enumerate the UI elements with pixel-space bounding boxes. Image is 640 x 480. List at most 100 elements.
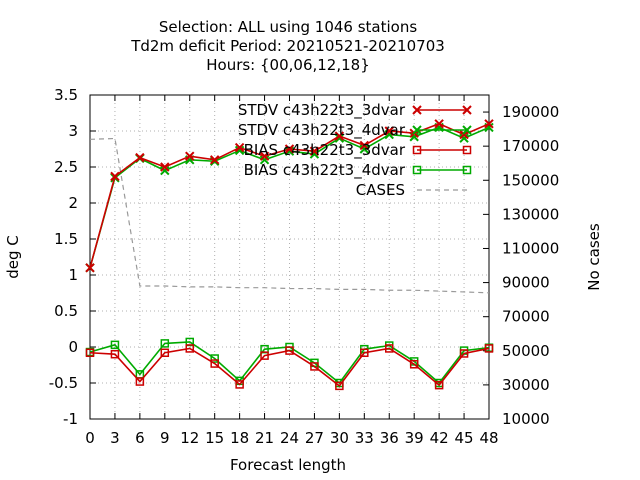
data-point-2 [434,380,444,390]
data-point-2 [285,346,294,355]
data-point-2 [459,349,469,358]
data-point-2 [484,344,494,353]
data-point-0 [384,126,394,136]
x-tick-label: 3 [110,429,120,447]
data-point-1 [334,133,345,143]
data-point-2 [210,359,219,368]
y2-tick-label: 150000 [502,171,559,189]
data-point-0 [85,263,95,273]
x-tick-label: 36 [380,429,399,447]
x-tick-label: 30 [330,429,349,447]
legend-label-1: STDV c43h22t3_4dvar [238,121,406,140]
chart-title-line-2: Td2m deficit Period: 20210521-20210703 [130,37,445,55]
x-tick-label: 6 [135,429,145,447]
legend-marker-3 [412,165,422,175]
data-point-2 [409,360,419,369]
x-tick-label: 15 [205,429,224,447]
x-tick-label: 9 [160,429,170,447]
y2-tick-label: 10000 [502,410,550,428]
data-point-2 [110,349,120,359]
data-point-2 [310,362,319,371]
y-tick-label: -1 [63,410,78,428]
legend-marker-1 [412,125,422,135]
data-point-0 [334,131,345,141]
data-point-0 [259,151,270,161]
data-point-2 [160,348,170,358]
data-point-0 [160,162,170,172]
data-point-0 [434,119,444,129]
data-point-0 [234,142,245,153]
legend-marker-0 [462,105,472,115]
data-point-1 [259,155,270,165]
y2-tick-label: 130000 [502,205,559,223]
x-tick-label: 18 [230,429,249,447]
legend-label-4: CASES [356,181,405,199]
y2-tick-label: 90000 [502,274,550,292]
y-tick-label: -0.5 [49,374,78,392]
data-point-2 [235,380,244,389]
x-tick-label: 45 [455,429,474,447]
data-point-1 [160,165,170,176]
data-point-0 [484,119,494,129]
data-point-3 [210,354,219,363]
y-tick-label: 1.5 [54,230,78,248]
x-tick-label: 12 [180,429,199,447]
legend-label-3: BIAS c43h22t3_4dvar [244,161,406,180]
ticks: 0 3 6 9 12 15 18 21 24 27 30 33 36 39 42 45 48-1-0.500.5… [49,86,560,447]
x-tick-label: 0 [85,429,95,447]
data-point-0 [209,155,220,165]
y-tick-label: 2.5 [54,158,78,176]
data-point-0 [309,146,320,156]
data-point-0 [110,171,120,182]
chart-title-line-1: Selection: ALL using 1046 stations [159,18,418,36]
chart-title-line-3: Hours: {00,06,12,18} [206,56,370,74]
legend-marker-0 [412,105,422,115]
y2-tick-label: 70000 [502,308,550,326]
grid [90,95,489,419]
y-tick-label: 0 [68,338,78,356]
y-axis-label: deg C [4,235,22,279]
legend-label-0: STDV c43h22t3_3dvar [238,101,406,120]
y2-tick-label: 170000 [502,137,559,155]
legend-label-2: BIAS c43h22t3_3dvar [244,141,406,160]
data-point-0 [359,140,370,151]
legend-marker-1 [462,125,472,135]
data-point-2 [135,377,145,386]
x-tick-label: 42 [430,429,449,447]
data-point-2 [185,344,194,353]
data-point-1 [409,132,419,142]
data-point-2 [335,381,344,391]
data-point-0 [185,151,195,161]
data-point-2 [360,348,369,358]
x-tick-label: 33 [355,429,374,447]
y-tick-label: 0.5 [54,302,78,320]
y2-axis-label: No cases [585,223,603,291]
series-group [85,119,494,391]
y-tick-label: 3.5 [54,86,78,104]
y2-tick-label: 190000 [502,103,559,121]
data-point-2 [260,351,269,360]
data-point-0 [284,144,295,154]
data-point-2 [385,344,394,353]
data-point-1 [359,144,370,154]
series-line-4 [89,137,490,294]
x-axis-label: Forecast length [230,456,346,474]
x-tick-label: 39 [405,429,424,447]
data-point-3 [110,340,120,350]
data-point-3 [160,339,170,348]
y-tick-label: 1 [68,266,78,284]
series-line-2 [89,347,490,388]
data-point-1 [459,133,469,143]
y-tick-label: 3 [68,122,78,140]
data-point-2 [85,348,95,358]
x-tick-label: 48 [479,429,498,447]
data-point-0 [135,152,145,163]
x-tick-label: 27 [305,429,324,447]
y2-tick-label: 50000 [502,342,550,360]
y2-tick-label: 30000 [502,376,550,394]
x-tick-label: 24 [280,429,299,447]
x-tick-label: 21 [255,429,274,447]
legend-marker-2 [462,145,472,155]
